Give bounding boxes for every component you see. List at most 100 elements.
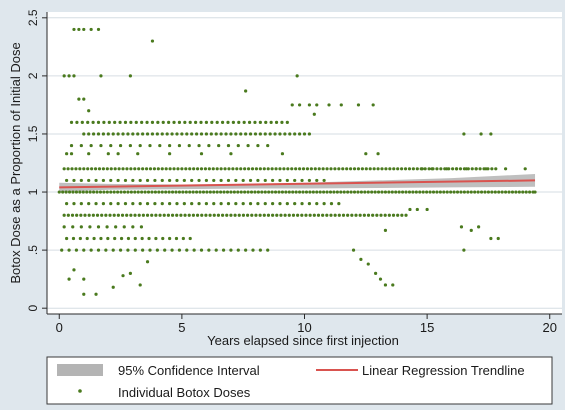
data-point [383, 283, 388, 287]
data-point [317, 167, 321, 171]
data-point [356, 190, 360, 194]
data-point [219, 132, 223, 136]
data-point [356, 103, 361, 107]
data-point [332, 190, 336, 194]
data-point [184, 167, 188, 171]
data-point [133, 190, 137, 194]
data-point [248, 132, 253, 136]
data-point [315, 178, 319, 183]
data-point [350, 213, 354, 217]
data-point [126, 248, 130, 252]
data-point [277, 190, 281, 194]
data-point [188, 236, 192, 241]
data-point [442, 190, 446, 194]
data-point [237, 213, 241, 217]
data-point [523, 167, 527, 171]
data-point [366, 190, 370, 194]
data-point [431, 190, 436, 194]
data-point [208, 190, 212, 194]
data-point [101, 167, 106, 171]
data-point [172, 167, 176, 171]
data-point [493, 190, 497, 194]
data-point [352, 190, 357, 194]
data-point [404, 213, 408, 217]
data-point [403, 167, 408, 171]
data-point [246, 213, 250, 217]
data-point [496, 236, 500, 241]
data-point [366, 262, 370, 266]
data-point [287, 190, 291, 194]
data-point [175, 178, 179, 183]
data-point [176, 167, 180, 171]
data-point [140, 120, 144, 124]
x-tick-label: 10 [297, 320, 311, 335]
data-point [215, 120, 219, 124]
data-point [313, 167, 317, 171]
data-point [69, 152, 74, 156]
data-point [212, 190, 216, 194]
data-point [185, 132, 189, 136]
data-point [101, 202, 106, 206]
data-point [376, 152, 380, 156]
data-point [100, 213, 104, 217]
x-tick-label: 20 [543, 320, 557, 335]
data-point [371, 213, 375, 217]
data-point [301, 167, 306, 171]
data-point [91, 213, 95, 217]
data-point [307, 178, 312, 183]
data-point [225, 213, 229, 217]
data-point [254, 167, 259, 171]
data-point [392, 167, 396, 171]
data-point [158, 213, 162, 217]
data-point [258, 213, 262, 217]
data-point [278, 202, 282, 206]
data-point [134, 120, 138, 124]
data-point [270, 167, 274, 171]
data-point [248, 202, 253, 206]
data-point [359, 257, 363, 262]
data-point [339, 103, 343, 107]
data-point [380, 190, 384, 194]
data-point [219, 167, 223, 171]
data-point [349, 167, 353, 171]
data-point [268, 132, 272, 136]
data-point [308, 190, 312, 194]
data-point [194, 120, 198, 124]
data-point [341, 213, 346, 217]
data-point [445, 167, 449, 171]
data-point [322, 202, 326, 206]
data-point [414, 190, 418, 194]
data-point [119, 236, 124, 241]
data-point [226, 143, 231, 148]
data-point [217, 143, 221, 148]
data-point [126, 190, 130, 194]
data-point [121, 167, 125, 171]
data-point [286, 167, 290, 171]
data-point [141, 248, 145, 252]
data-point [359, 190, 363, 194]
data-point [311, 190, 315, 194]
data-point [168, 202, 172, 206]
data-point [74, 190, 79, 194]
y-tick-label: 0 [26, 305, 40, 312]
data-point [144, 167, 149, 171]
data-point [65, 178, 69, 183]
data-point [322, 190, 326, 194]
data-point [234, 132, 238, 136]
data-point [229, 213, 233, 217]
axes: 0 5 10 15 20 0 .5 1 1.5 2 2.5 [26, 9, 562, 335]
data-point [71, 236, 76, 241]
data-point [473, 190, 477, 194]
data-point [329, 167, 333, 171]
data-point [170, 132, 174, 136]
data-point [72, 178, 76, 183]
data-point [427, 167, 431, 171]
data-point [244, 89, 248, 93]
data-point [229, 152, 233, 156]
data-point [408, 207, 412, 212]
data-point [322, 178, 326, 183]
data-point [354, 213, 358, 217]
data-point [517, 190, 521, 194]
data-point [61, 190, 65, 194]
data-point [200, 213, 204, 217]
